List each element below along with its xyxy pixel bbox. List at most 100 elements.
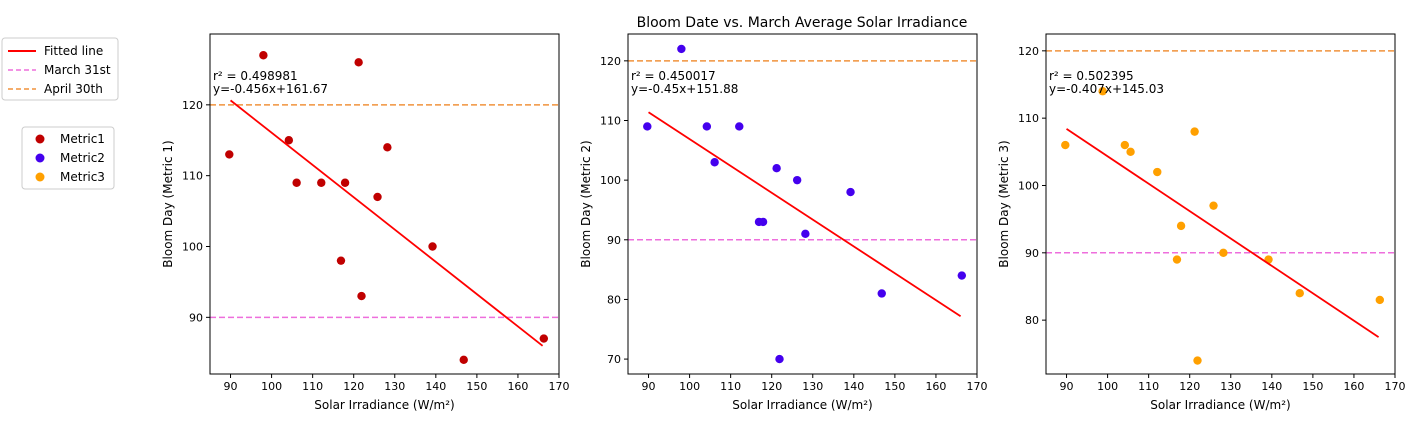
panel-3-xtick-label-110: 110 [1138,380,1159,393]
panel-1-point-14 [539,334,549,343]
panel-1-xtick-label-150: 150 [466,380,487,393]
panel-1-ylabel: Bloom Day (Metric 1) [161,140,175,267]
marker-legend: Metric1 Metric2 Metric3 [21,126,115,190]
panel-2-xtick-label-140: 140 [843,380,864,393]
panel-2-point-8 [772,164,781,173]
legend-metric1-label: Metric1 [60,132,105,146]
panel-2-xtick-label-110: 110 [720,380,741,393]
panel-3-xtick-label-100: 100 [1097,380,1118,393]
panel-1-xtick-label-120: 120 [343,380,364,393]
panel-1-point-8 [354,58,363,67]
panel-1-point-4 [292,178,301,187]
panel-2-ytick-label-100: 100 [600,174,621,187]
panel-3-point-14 [1375,295,1385,305]
panel-2-fitted-line [648,111,962,318]
chart-panel-3: 90 100 110 120 130 140 150 160 170 80 90 100 110 120 S… [997,33,1406,412]
panel-2-ytick-label-90: 90 [607,234,621,247]
panel-1-equation-annotation: y=-0.456x+161.67 [213,82,328,96]
panel-2-point-10 [792,175,802,185]
panel-3-ytick-label-100: 100 [1018,179,1039,192]
panel-3-xtick-label-130: 130 [1220,380,1241,393]
panel-2-point-14 [957,271,967,280]
line-legend: Fitted line March 31st April 30th [1,37,119,101]
panel-1-point-6 [336,256,346,265]
panel-1-xlabel: Solar Irradiance (W/m²) [314,398,454,412]
panel-2-point-12 [846,187,855,197]
panel-1-ytick-label-90: 90 [189,311,203,324]
panel-3-xtick-label-120: 120 [1179,380,1200,393]
panel-1-ytick-label-120: 120 [182,99,203,112]
panel-1-xtick-label-140: 140 [425,380,446,393]
panel-3-point-3 [1120,140,1130,150]
marker-legend-frame [21,126,115,190]
panel-3-fitted-line [1066,128,1380,338]
panel-3-axes-frame [1045,33,1396,375]
panel-1-xtick-label-130: 130 [384,380,405,393]
panel-2-xtick-label-160: 160 [925,380,946,393]
panel-3-r2-annotation: r² = 0.502395 [1049,69,1134,83]
legend-metric2-swatch [35,153,45,163]
panel-1-ytick-label-100: 100 [182,241,203,254]
panel-2-point-2 [677,44,686,54]
panel-3-point-8 [1190,127,1199,136]
panel-2-ytick-label-110: 110 [600,114,621,127]
panel-2-xtick-label-170: 170 [967,380,988,393]
panel-2-point-3 [702,122,712,131]
panel-1-xtick-label-170: 170 [549,380,570,393]
line-legend-frame [1,37,119,101]
panel-2-equation-annotation: y=-0.45x+151.88 [631,82,738,96]
panel-2-point-9 [775,354,784,364]
panel-3-point-4 [1126,147,1135,157]
panel-3-point-5 [1153,167,1162,177]
panel-1-point-9 [357,291,366,301]
legend-metric2-label: Metric2 [60,151,105,165]
panel-1-point-13 [459,355,468,365]
panel-3-ytick-label-110: 110 [1018,112,1039,125]
panel-2-xtick-label-150: 150 [884,380,905,393]
panel-2-xtick-label-120: 120 [761,380,782,393]
panel-3-point-10 [1209,201,1218,210]
panel-2-point-5 [735,122,744,131]
legend-april-30th-label: April 30th [44,82,103,96]
panel-2-r2-annotation: r² = 0.450017 [631,69,716,83]
panel-3-xtick-label-150: 150 [1302,380,1323,393]
panel-3-point-9 [1193,356,1202,365]
panel-1-point-3 [284,136,294,145]
panel-3-point-2 [1098,87,1107,96]
chart-panels: 90 100 110 120 130 140 150 160 170 90 100 110 120 Sol… [161,33,1406,412]
panel-1-ytick-label-110: 110 [182,170,203,183]
panel-2-point-13 [877,289,886,298]
panel-1-point-11 [383,143,392,152]
panel-1-xtick-label-110: 110 [302,380,323,393]
panel-1-point-10 [373,192,382,202]
legend-metric1-swatch [35,134,45,144]
panel-1-point-5 [317,178,326,187]
panel-3-point-6 [1172,255,1182,264]
panel-2-ylabel: Bloom Day (Metric 2) [579,140,593,267]
panel-3-xtick-label-90: 90 [1060,380,1074,393]
panel-2-xtick-label-100: 100 [679,380,700,393]
panel-2-xtick-label-90: 90 [642,380,656,393]
legend-metric3-swatch [35,172,45,182]
chart-panel-1: 90 100 110 120 130 140 150 160 170 90 100 110 120 Sol… [161,33,570,412]
figure-title: Bloom Date vs. March Average Solar Irrad… [637,15,968,31]
panel-3-xlabel: Solar Irradiance (W/m²) [1150,398,1290,412]
panel-2-point-1 [643,122,652,131]
panel-3-xtick-label-140: 140 [1261,380,1282,393]
legend-metric3-label: Metric3 [60,170,105,184]
panel-1-fitted-line [229,99,544,347]
panel-2-xtick-label-130: 130 [802,380,823,393]
panel-1-point-2 [259,51,268,60]
panel-2-ytick-label-120: 120 [600,55,621,68]
panel-3-point-13 [1295,289,1304,298]
panel-1-xtick-label-100: 100 [261,380,282,393]
panel-3-ytick-label-80: 80 [1025,314,1039,327]
panel-1-point-7 [340,178,350,187]
panel-2-ytick-label-70: 70 [607,353,621,366]
panel-2-point-4 [710,158,719,167]
panel-3-xtick-label-160: 160 [1343,380,1364,393]
panel-2-point-7 [758,217,768,227]
panel-3-xtick-label-170: 170 [1385,380,1406,393]
panel-1-r2-annotation: r² = 0.498981 [213,69,298,83]
